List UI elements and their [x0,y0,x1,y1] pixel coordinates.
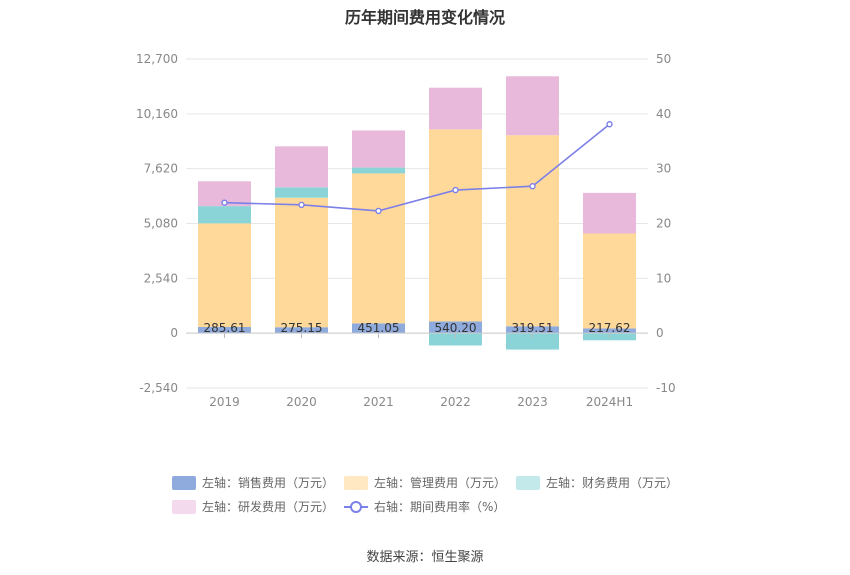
x-tick-label: 2023 [517,395,548,409]
legend-swatch-finance [516,475,540,490]
legend-label-sales: 左轴：销售费用（万元） [202,476,335,490]
right-tick-label: 0 [656,326,664,340]
chart-title: 历年期间费用变化情况 [344,8,505,27]
bar-segment [352,173,405,324]
right-tick-label: 10 [656,271,671,285]
left-tick-label: 7,620 [144,162,178,176]
x-tick-label: 2021 [363,395,394,409]
data-label: 217.62 [589,321,631,335]
left-tick-label: 12,700 [136,52,178,66]
chart-plot: 12,700 10,160 7,620 5,080 2,540 0 -2,540 50 40 30… [136,52,676,409]
bar-segment [352,130,405,168]
legend-item-finance[interactable]: 左轴：财务费用（万元） [516,474,678,491]
legend-label-finance: 左轴：财务费用（万元） [546,476,679,490]
bar-segment [275,197,328,328]
bar-segment [352,167,405,174]
source-note: 数据来源：恒生聚源 [366,550,484,565]
right-tick-label: 40 [656,107,671,121]
bar-segment [198,327,251,334]
bar-segment [583,328,636,334]
bar-segment [275,146,328,188]
rate-line [224,123,611,212]
rate-point [375,207,382,215]
legend-swatch-sales [172,475,196,490]
rate-point [298,201,305,209]
legend-item-sales[interactable]: 左轴：销售费用（万元） [172,474,334,491]
bar-segment [198,206,251,224]
bar-segment [583,192,636,234]
bar-segment [429,333,482,346]
right-tick-label: 20 [656,217,671,231]
legend-label-admin: 左轴：管理费用（万元） [374,476,507,490]
legend-item-admin[interactable]: 左轴：管理费用（万元） [344,474,506,491]
x-tick-label: 2020 [286,395,317,409]
bar-segment [275,187,328,198]
legend-item-rnd[interactable]: 左轴：研发费用（万元） [172,498,334,515]
legend-label-rate: 右轴：期间费用率（%） [374,500,506,514]
bar-segment [429,87,482,130]
left-tick-label: 2,540 [144,271,178,285]
left-tick-label: 5,080 [144,217,178,231]
bar-segment [506,333,559,350]
data-label: 540.20 [435,321,477,335]
x-tick-label: 2022 [440,395,471,409]
right-tick-label: 50 [656,52,671,66]
right-tick-label: 30 [656,162,671,176]
bar-segment [198,223,251,328]
bar-segment [429,129,482,322]
data-label: 275.15 [281,321,323,335]
bar-segment [506,326,559,334]
bar-segment [506,135,559,327]
bar-segment [583,233,636,329]
right-tick-label: -10 [656,381,676,395]
data-label: 451.05 [358,321,400,335]
left-tick-label: -2,540 [139,381,178,395]
legend-swatch-admin [344,475,368,490]
data-label: 285.61 [204,321,246,335]
bar-segment [506,76,559,136]
legend-marker-rate [344,500,368,514]
rate-point [529,183,536,190]
legend-label-rnd: 左轴：研发费用（万元） [202,500,335,514]
x-tick-label: 2019 [209,395,240,409]
legend-swatch-rnd [172,499,196,514]
data-label: 319.51 [512,321,554,335]
rate-point [221,199,228,206]
rate-point [452,186,459,194]
left-tick-label: 10,160 [136,107,178,121]
rate-point [606,121,613,128]
legend-item-rate[interactable]: 右轴：期间费用率（%） [344,498,505,515]
bar-segment [429,321,482,334]
bar-segment [352,323,405,334]
x-tick-label: 2024H1 [586,395,633,409]
left-tick-label: 0 [170,326,178,340]
bar-segment [275,327,328,334]
